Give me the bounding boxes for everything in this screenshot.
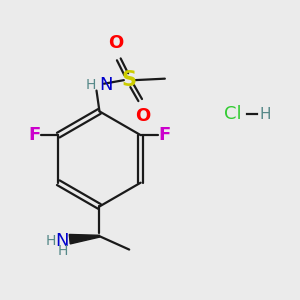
Text: H: H <box>86 78 97 92</box>
Text: O: O <box>135 107 150 125</box>
Text: H: H <box>260 107 272 122</box>
Text: S: S <box>122 70 137 90</box>
Text: H: H <box>46 234 56 248</box>
Text: H: H <box>57 244 68 258</box>
Text: N: N <box>56 232 69 250</box>
Polygon shape <box>69 234 100 244</box>
Text: O: O <box>108 34 123 52</box>
Text: Cl: Cl <box>224 105 242 123</box>
Text: F: F <box>158 126 171 144</box>
Text: N: N <box>100 76 113 94</box>
Text: F: F <box>28 126 40 144</box>
